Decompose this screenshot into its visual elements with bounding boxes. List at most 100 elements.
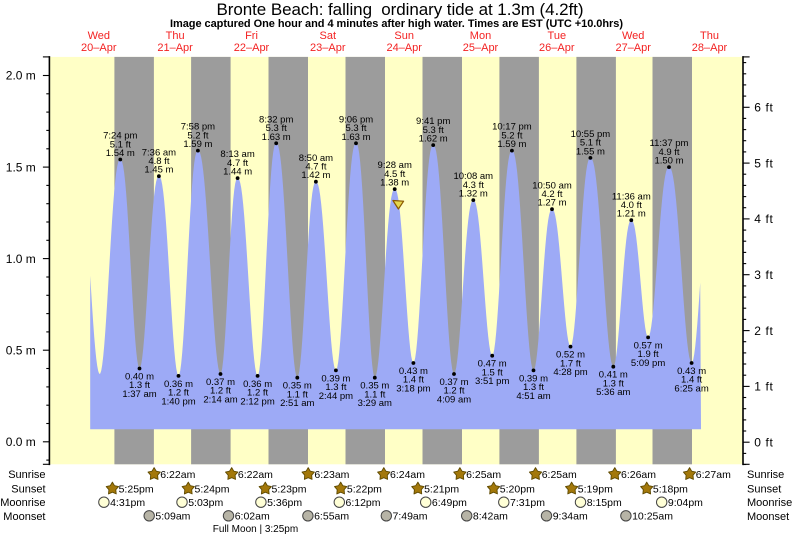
svg-text:10:08 am: 10:08 am [453,171,493,182]
svg-text:7:49am: 7:49am [393,511,428,523]
svg-text:22–Apr: 22–Apr [234,42,270,54]
svg-text:1.9 ft: 1.9 ft [638,349,659,360]
svg-text:Mon: Mon [470,30,491,42]
svg-text:10:50 am: 10:50 am [532,180,572,191]
svg-text:4.0 ft: 4.0 ft [621,200,642,211]
svg-text:20–Apr: 20–Apr [81,42,117,54]
svg-text:3:18 pm: 3:18 pm [396,383,430,394]
svg-text:10:25am: 10:25am [632,511,673,523]
svg-text:0.37 m: 0.37 m [439,377,468,388]
svg-text:1.45 m: 1.45 m [144,165,173,176]
svg-text:0.43 m: 0.43 m [677,366,706,377]
svg-text:3:51 pm: 3:51 pm [475,376,509,387]
svg-text:5:21pm: 5:21pm [424,483,459,495]
svg-text:1.3 ft: 1.3 ft [603,378,624,389]
svg-text:1.63 m: 1.63 m [262,132,291,143]
svg-text:1.0 m: 1.0 m [6,252,36,266]
svg-text:2 ft: 2 ft [754,324,773,338]
svg-text:11:37 pm: 11:37 pm [650,138,689,149]
svg-text:4.7 ft: 4.7 ft [305,162,326,173]
svg-text:0.47 m: 0.47 m [478,359,507,370]
svg-text:1.32 m: 1.32 m [459,189,488,200]
svg-text:8:50 am: 8:50 am [299,153,333,164]
svg-text:1.38 m: 1.38 m [380,178,409,189]
svg-text:1.3 ft: 1.3 ft [129,380,150,391]
svg-text:Bronte Beach: falling ordinar: Bronte Beach: falling ordinary tide at 1… [217,0,584,19]
svg-text:7:36 am: 7:36 am [142,147,176,158]
svg-text:6:12pm: 6:12pm [346,497,381,509]
svg-text:5:03pm: 5:03pm [188,497,223,509]
svg-text:Wed: Wed [622,30,644,42]
svg-text:8:13 am: 8:13 am [220,149,254,160]
svg-text:0.52 m: 0.52 m [556,350,585,361]
svg-text:1.50 m: 1.50 m [654,156,683,167]
svg-text:6:26am: 6:26am [621,469,656,481]
svg-text:3 ft: 3 ft [754,268,773,282]
svg-text:1.2 ft: 1.2 ft [247,388,268,399]
svg-text:4:09 am: 4:09 am [437,394,471,405]
svg-text:9:04pm: 9:04pm [668,497,703,509]
svg-text:0.36 m: 0.36 m [164,379,193,390]
svg-text:4:31pm: 4:31pm [110,497,145,509]
svg-text:0.57 m: 0.57 m [634,340,663,351]
svg-text:5:36 am: 5:36 am [596,387,630,398]
svg-text:6:55am: 6:55am [314,511,349,523]
svg-text:1.1 ft: 1.1 ft [364,389,385,400]
svg-text:5:36pm: 5:36pm [267,497,302,509]
svg-text:4.9 ft: 4.9 ft [658,147,679,158]
svg-text:Moonrise: Moonrise [747,497,792,509]
svg-text:5.2 ft: 5.2 ft [501,130,522,141]
svg-text:4.8 ft: 4.8 ft [148,156,169,167]
svg-text:4 ft: 4 ft [754,212,773,226]
svg-text:Full Moon | 3:25pm: Full Moon | 3:25pm [213,524,298,535]
svg-text:6:22am: 6:22am [160,469,195,481]
svg-text:0.36 m: 0.36 m [243,379,272,390]
svg-text:1.59 m: 1.59 m [183,139,212,150]
svg-text:Image captured One hour and 4: Image captured One hour and 4 minutes af… [170,18,623,30]
svg-text:5:25pm: 5:25pm [119,483,154,495]
svg-text:11:36 am: 11:36 am [612,191,651,202]
svg-text:5 ft: 5 ft [754,156,773,170]
svg-text:9:41 pm: 9:41 pm [416,116,450,127]
svg-text:5.3 ft: 5.3 ft [345,123,366,134]
svg-text:Sun: Sun [394,30,414,42]
svg-text:0.37 m: 0.37 m [206,377,235,388]
svg-text:5:09 pm: 5:09 pm [631,358,665,369]
svg-text:1.42 m: 1.42 m [301,170,330,181]
svg-text:1.55 m: 1.55 m [576,146,605,157]
svg-text:5:09am: 5:09am [155,511,190,523]
svg-text:1:37 am: 1:37 am [122,389,156,400]
svg-text:6:27am: 6:27am [696,469,731,481]
svg-text:1.1 ft: 1.1 ft [287,389,308,400]
svg-text:Thu: Thu [166,30,185,42]
svg-text:Sunset: Sunset [11,484,45,496]
svg-text:1.27 m: 1.27 m [537,198,566,209]
svg-text:Moonrise: Moonrise [0,497,45,509]
svg-text:4.3 ft: 4.3 ft [463,180,484,191]
svg-text:27–Apr: 27–Apr [615,42,651,54]
svg-text:7:31pm: 7:31pm [510,497,545,509]
svg-text:0 ft: 0 ft [754,435,773,449]
svg-text:1.5 m: 1.5 m [6,160,36,174]
svg-text:9:34am: 9:34am [553,511,588,523]
svg-text:Thu: Thu [700,30,719,42]
svg-text:5:23pm: 5:23pm [272,483,307,495]
svg-text:23–Apr: 23–Apr [310,42,346,54]
svg-text:0.39 m: 0.39 m [321,373,350,384]
svg-text:2:14 am: 2:14 am [203,394,237,405]
svg-text:5.1 ft: 5.1 ft [580,138,601,149]
svg-text:2:12 pm: 2:12 pm [240,396,274,407]
svg-text:9:06 pm: 9:06 pm [339,114,373,125]
svg-text:24–Apr: 24–Apr [386,42,422,54]
svg-text:Sunrise: Sunrise [747,469,784,481]
svg-text:5.2 ft: 5.2 ft [187,130,208,141]
svg-text:6:02am: 6:02am [235,511,270,523]
svg-text:1 ft: 1 ft [754,380,773,394]
svg-text:Moonset: Moonset [3,511,45,523]
svg-text:2.0 m: 2.0 m [6,69,36,83]
svg-text:25–Apr: 25–Apr [463,42,499,54]
svg-text:Moonset: Moonset [747,511,789,523]
svg-text:6 ft: 6 ft [754,101,773,115]
svg-text:1.2 ft: 1.2 ft [210,386,231,397]
svg-text:5:18pm: 5:18pm [653,483,688,495]
